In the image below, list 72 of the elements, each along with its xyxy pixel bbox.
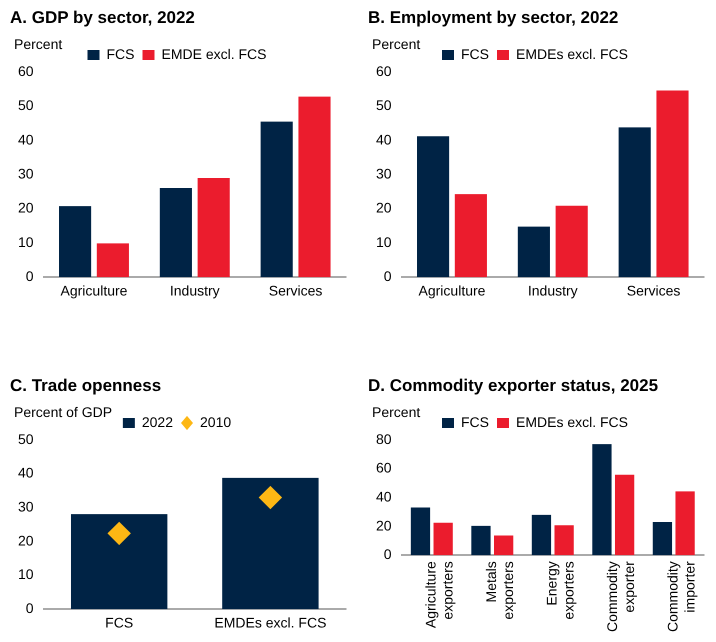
bar bbox=[675, 491, 695, 556]
bar bbox=[96, 243, 129, 278]
legend-label: FCS bbox=[460, 46, 489, 62]
y-tick-label: 40 bbox=[376, 488, 392, 504]
legend-label: EMDEs excl. FCS bbox=[516, 46, 628, 62]
legend-label: EMDE excl. FCS bbox=[161, 46, 267, 62]
bar bbox=[656, 90, 689, 278]
chart-title: C. Trade openness bbox=[10, 376, 162, 396]
chart-title: B. Employment by sector, 2022 bbox=[368, 8, 618, 28]
y-tick-label: 40 bbox=[18, 464, 34, 481]
y-tick-label: 60 bbox=[376, 460, 392, 476]
bar bbox=[434, 522, 453, 556]
y-tick-label: 60 bbox=[376, 62, 392, 79]
y-tick-label: 80 bbox=[376, 430, 392, 447]
y-tick-label: 40 bbox=[18, 131, 34, 148]
bar bbox=[160, 188, 192, 278]
x-tick-label: Services bbox=[268, 282, 322, 298]
bar bbox=[618, 127, 651, 278]
y-tick-label: 20 bbox=[376, 200, 392, 216]
y-tick-label: 50 bbox=[376, 97, 392, 114]
chart-title: D. Commodity exporter status, 2025 bbox=[368, 376, 658, 396]
legend-label: 2010 bbox=[200, 414, 232, 430]
bar bbox=[417, 136, 450, 278]
bar bbox=[554, 525, 574, 556]
x-tick-label: Industry bbox=[528, 282, 578, 298]
x-tick-label: Agriculture bbox=[60, 282, 128, 298]
chart-title: A. GDP by sector, 2022 bbox=[10, 8, 195, 28]
legend-label: 2022 bbox=[142, 414, 174, 430]
legend-label: FCS bbox=[106, 46, 134, 62]
y-tick-label: 10 bbox=[18, 234, 34, 250]
y-tick-label: 20 bbox=[18, 200, 34, 216]
legend-label: EMDEs excl. FCS bbox=[516, 414, 628, 430]
bar bbox=[198, 178, 230, 278]
y-axis-title: Percent of GDP bbox=[14, 404, 112, 420]
y-tick-label: 0 bbox=[384, 268, 392, 284]
y-tick-label: 30 bbox=[18, 498, 34, 515]
y-tick-label: 20 bbox=[18, 532, 34, 548]
y-axis-title: Percent bbox=[14, 36, 62, 52]
x-tick-label: Agriculture exporters bbox=[422, 561, 456, 628]
bar bbox=[59, 206, 92, 278]
bar bbox=[614, 474, 634, 556]
x-tick-label: Industry bbox=[170, 282, 220, 298]
bar bbox=[494, 535, 514, 556]
y-tick-label: 30 bbox=[18, 165, 34, 182]
x-tick-label: Services bbox=[626, 282, 680, 298]
legend-label: FCS bbox=[460, 414, 489, 430]
y-tick-label: 20 bbox=[376, 517, 392, 534]
y-tick-label: 50 bbox=[18, 97, 34, 114]
x-tick-label: EMDEs excl. FCS bbox=[214, 614, 326, 630]
bar bbox=[260, 122, 293, 278]
y-tick-label: 0 bbox=[384, 546, 392, 562]
bar bbox=[410, 508, 430, 556]
y-tick-label: 0 bbox=[26, 600, 34, 616]
y-tick-label: 40 bbox=[376, 131, 392, 148]
bar bbox=[518, 226, 550, 278]
y-tick-label: 10 bbox=[18, 566, 34, 582]
y-tick-label: 60 bbox=[18, 62, 34, 79]
y-axis-title: Percent bbox=[372, 36, 420, 52]
bar bbox=[298, 96, 331, 278]
x-tick-label: Agriculture bbox=[418, 282, 486, 298]
y-tick-label: 10 bbox=[376, 234, 392, 250]
y-axis-title: Percent bbox=[372, 404, 420, 420]
y-tick-label: 0 bbox=[26, 268, 34, 284]
y-tick-label: 30 bbox=[376, 165, 392, 182]
bar bbox=[556, 206, 588, 278]
bar bbox=[471, 526, 491, 556]
bar bbox=[652, 522, 672, 556]
y-tick-label: 50 bbox=[18, 430, 34, 447]
bar bbox=[592, 444, 612, 556]
bar bbox=[454, 194, 487, 278]
x-tick-label: FCS bbox=[105, 614, 134, 630]
bar bbox=[532, 514, 552, 556]
